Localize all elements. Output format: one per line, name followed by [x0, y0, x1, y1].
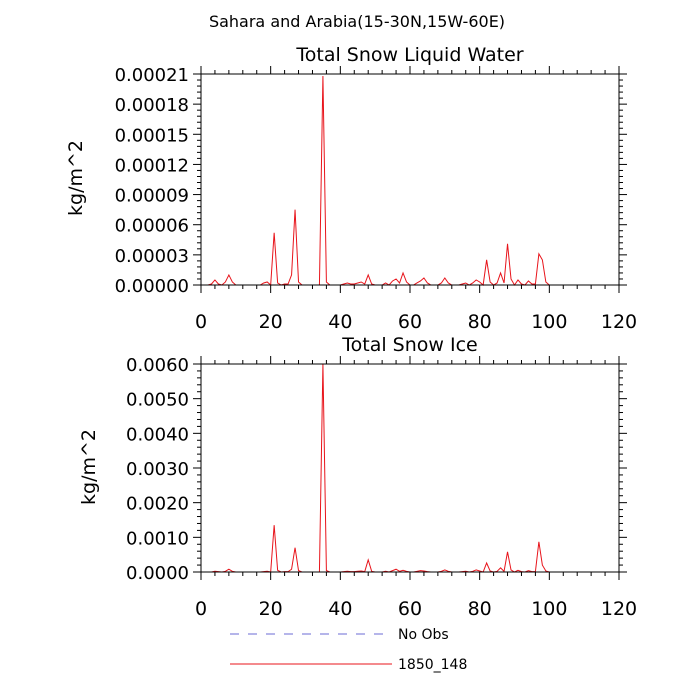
legend: No Obs 1850_148	[230, 627, 467, 673]
y-tick-label: 0.0010	[126, 528, 189, 549]
y-tick-label: 0.00009	[115, 186, 189, 207]
legend-label-1850-148: 1850_148	[398, 657, 467, 673]
ticks-layer: 0 20 40 60 80 100 120 0.00000 0.00003 0.00006 0.00…	[115, 65, 638, 333]
y-tick-label: 0.00015	[115, 125, 189, 146]
x-tick-label: 60	[398, 311, 422, 333]
x-tick-label: 100	[531, 598, 567, 620]
ticks-layer: 0 20 40 60 80 100 120 0.0000 0.0010 0.0020 0.0030 0…	[126, 355, 637, 620]
x-tick-label: 60	[398, 598, 422, 620]
y-tick-label: 0.0060	[126, 355, 189, 376]
plot-frame	[200, 73, 620, 286]
series-line-1850-148	[204, 76, 550, 287]
x-tick-label: 80	[468, 598, 492, 620]
x-tick-label: 0	[195, 311, 207, 333]
panel-title: Total Snow Liquid Water	[295, 44, 523, 66]
y-tick-label: 0.0020	[126, 494, 189, 515]
legend-label-no-obs: No Obs	[398, 627, 449, 643]
x-tick-label: 20	[259, 311, 283, 333]
panel-total-snow-liquid-water: Total Snow Liquid Water kg/m^2 0 20 40 60 80…	[65, 44, 637, 333]
plot-frame	[200, 363, 620, 573]
plot-area	[204, 76, 550, 287]
y-tick-label: 0.0000	[126, 563, 189, 584]
x-tick-label: 100	[531, 311, 567, 333]
y-tick-label: 0.0030	[126, 459, 189, 480]
x-tick-label: 0	[195, 598, 207, 620]
y-tick-label: 0.0040	[126, 424, 189, 445]
series-line-1850-148	[204, 363, 550, 573]
y-axis-label: kg/m^2	[78, 429, 100, 505]
y-tick-label: 0.00000	[115, 276, 189, 297]
y-tick-label: 0.00006	[115, 216, 189, 237]
y-tick-label: 0.0050	[126, 390, 189, 411]
x-tick-label: 20	[259, 598, 283, 620]
y-tick-label: 0.00021	[115, 65, 189, 86]
x-tick-label: 120	[601, 311, 637, 333]
plot-area	[204, 363, 550, 573]
panel-total-snow-ice: Total Snow Ice kg/m^2 0 20 40 60 80 100 120 0.0…	[78, 334, 637, 620]
y-tick-label: 0.00018	[115, 95, 189, 116]
y-axis-label: kg/m^2	[65, 140, 87, 216]
x-tick-label: 120	[601, 598, 637, 620]
x-tick-label: 40	[328, 598, 352, 620]
panel-title: Total Snow Ice	[341, 334, 477, 356]
x-tick-label: 80	[468, 311, 492, 333]
x-tick-label: 40	[328, 311, 352, 333]
y-tick-label: 0.00003	[115, 246, 189, 267]
y-tick-label: 0.00012	[115, 155, 189, 176]
figure-suptitle: Sahara and Arabia(15-30N,15W-60E)	[209, 12, 505, 31]
